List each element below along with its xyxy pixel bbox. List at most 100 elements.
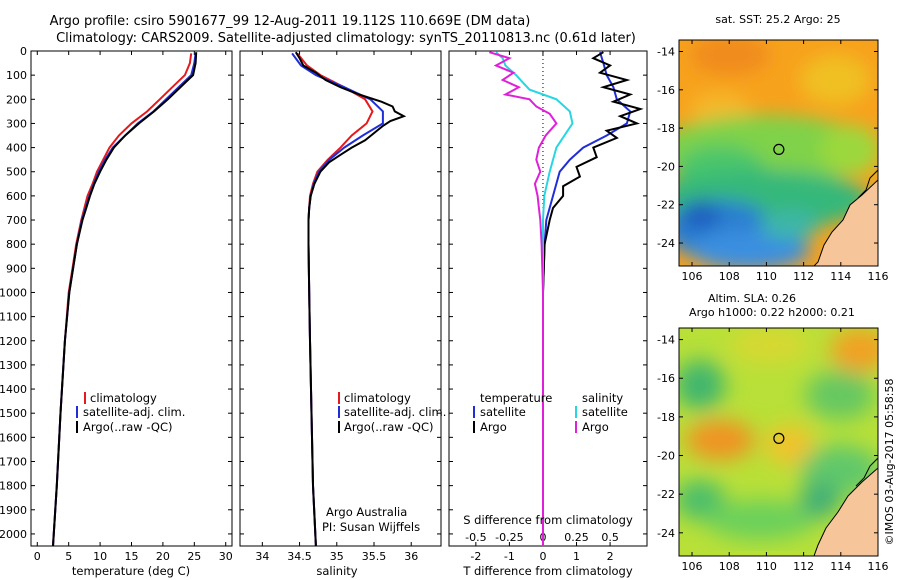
- lon-tick-label: 106: [682, 560, 703, 573]
- temperature-ticks: 0 5 10 15 20 25 30: [31, 50, 233, 563]
- depth-tick-label: 700: [6, 214, 27, 227]
- depth-tick-label: 1800: [0, 480, 27, 493]
- series-line-argo: [52, 52, 198, 546]
- header-line-2: Climatology: CARS2009. Satellite-adjuste…: [56, 31, 636, 46]
- legend-argo-label: Argo(..raw -QC): [83, 420, 173, 434]
- x-tick-label: 20: [156, 550, 170, 563]
- sla-map: Altim. SLA: 0.26 Argo h1000: 0.22 h2000:…: [657, 292, 889, 573]
- difference-lines: [489, 51, 644, 546]
- sla-map-title: Altim. SLA: 0.26: [708, 292, 796, 305]
- lon-tick-label: 106: [682, 270, 703, 283]
- sla-map-field: [679, 328, 878, 556]
- depth-tick-label: 300: [6, 117, 27, 130]
- legend-argo-label: Argo(..raw -QC): [344, 420, 434, 434]
- x-tick-label: 34.5: [287, 550, 312, 563]
- lat-tick-label: -16: [657, 372, 675, 385]
- imos-credit: ©IMOS 03-Aug-2017 05:58:58: [883, 379, 896, 546]
- t-diff-tick-label: -2: [470, 550, 481, 563]
- x-tick-label: 30: [219, 550, 233, 563]
- depth-tick-label: 200: [6, 93, 27, 106]
- s-diff-tick-label: -0.25: [495, 531, 523, 544]
- series-line-salinity-satellite: [495, 51, 574, 546]
- sst-map-ticks: 106 108 110 112 114 116 -14 -16 -18 -20 -22 -24: [657, 40, 889, 283]
- temperature-plot-frame: [30, 50, 233, 547]
- s-diff-tick-label: 0.25: [564, 531, 589, 544]
- sla-map-ticks: 106 108 110 112 114 116 -14 -16 -18 -20 -22 -24: [657, 328, 889, 573]
- temperature-lines: [52, 52, 198, 546]
- depth-tick-label: 1100: [0, 311, 27, 324]
- lat-tick-label: -18: [657, 411, 675, 424]
- t-difference-label: T difference from climatology: [462, 564, 633, 578]
- salinity-ticks: 34 34.5 35 35.5 36: [240, 50, 441, 563]
- legend-satellite-label: satellite-adj. clim.: [344, 405, 446, 419]
- t-diff-tick-label: -1: [504, 550, 515, 563]
- x-tick-label: 35: [330, 550, 344, 563]
- legend-sal-argo-label: Argo: [582, 420, 609, 434]
- depth-tick-label: 1700: [0, 455, 27, 468]
- annotation-pi: PI: Susan Wijffels: [322, 520, 420, 534]
- temperature-legend: climatology satellite-adj. clim. Argo(..…: [76, 391, 185, 434]
- lon-tick-label: 116: [868, 560, 889, 573]
- series-line-temperature-argo: [542, 51, 644, 546]
- t-diff-tick-label: 0: [539, 550, 546, 563]
- legend-temp-satellite-label: satellite: [480, 405, 526, 419]
- difference-panel: -2 -1 0 1 2-0.5 -0.25 0 0.25 0.5 S difference fr…: [448, 50, 648, 578]
- t-diff-tick-label: 1: [573, 550, 580, 563]
- series-line-argo: [294, 51, 407, 546]
- depth-axis-labels: 0 100 200 300 400 500 600 700 800 900 1000 1100 1200…: [0, 45, 27, 541]
- legend-climatology-label: climatology: [90, 391, 157, 405]
- x-tick-label: 34: [255, 550, 269, 563]
- difference-ticks: -2 -1 0 1 2-0.5 -0.25 0 0.25 0.5: [449, 50, 647, 563]
- sla-map-subtitle: Argo h1000: 0.22 h2000: 0.21: [689, 306, 855, 319]
- lat-tick-label: -14: [657, 334, 675, 347]
- series-line-satellite-adj-clim-: [52, 53, 197, 546]
- x-tick-label: 35.5: [362, 550, 387, 563]
- lon-tick-label: 114: [830, 560, 851, 573]
- depth-tick-label: 1600: [0, 431, 27, 444]
- salinity-xlabel: salinity: [316, 564, 357, 578]
- lat-tick-label: -24: [657, 527, 675, 540]
- difference-plot-frame: [448, 50, 648, 547]
- lat-tick-label: -20: [657, 450, 675, 463]
- series-line-satellite-adj-clim-: [291, 52, 384, 546]
- sst-map-frame: [678, 39, 879, 267]
- lon-tick-label: 112: [793, 560, 814, 573]
- legend-temperature-header: temperature: [480, 391, 552, 405]
- depth-tick-label: 500: [6, 166, 27, 179]
- sst-map: sat. SST: 25.2 Argo: 25 106 108 110 112 114 1…: [657, 13, 889, 283]
- lat-tick-label: -16: [657, 84, 675, 97]
- lat-tick-label: -20: [657, 160, 675, 173]
- depth-tick-label: 2000: [0, 528, 27, 541]
- lon-tick-label: 114: [830, 270, 851, 283]
- legend-sal-satellite-label: satellite: [582, 405, 628, 419]
- salinity-plot-frame: [239, 50, 442, 547]
- series-line-salinity-argo: [489, 51, 558, 546]
- lon-tick-label: 110: [756, 270, 777, 283]
- legend-climatology-label: climatology: [344, 391, 411, 405]
- sla-map-frame: [678, 327, 879, 557]
- series-line-climatology: [52, 53, 193, 546]
- legend-satellite-label: satellite-adj. clim.: [83, 405, 185, 419]
- temperature-panel: 0 5 10 15 20 25 30 temperature (deg C) climato…: [30, 50, 233, 578]
- sst-land-coast: [813, 179, 878, 266]
- depth-tick-label: 1000: [0, 286, 27, 299]
- salinity-lines: [291, 51, 407, 546]
- lat-tick-label: -14: [657, 45, 675, 58]
- depth-tick-label: 1200: [0, 335, 27, 348]
- depth-tick-label: 800: [6, 238, 27, 251]
- lon-tick-label: 110: [756, 560, 777, 573]
- depth-tick-label: 900: [6, 262, 27, 275]
- s-diff-tick-label: 0.5: [601, 531, 619, 544]
- sla-land-coast: [813, 467, 878, 556]
- x-tick-label: 25: [187, 550, 201, 563]
- x-tick-label: 15: [125, 550, 139, 563]
- argo-float-location-marker: [773, 143, 785, 155]
- header-line-1: Argo profile: csiro 5901677_99 12-Aug-20…: [50, 14, 531, 29]
- depth-tick-label: 1300: [0, 359, 27, 372]
- depth-tick-label: 1500: [0, 407, 27, 420]
- temperature-xlabel: temperature (deg C): [72, 564, 190, 578]
- x-tick-label: 5: [65, 550, 72, 563]
- depth-tick-label: 400: [6, 142, 27, 155]
- salinity-legend: climatology satellite-adj. clim. Argo(..…: [338, 391, 446, 434]
